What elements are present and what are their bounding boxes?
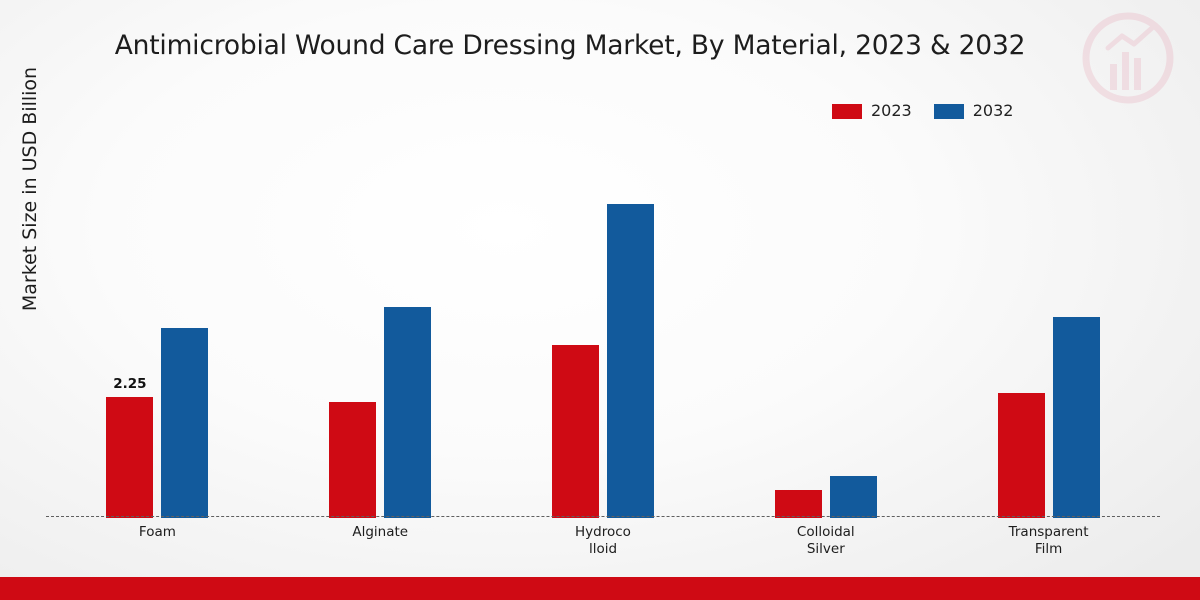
plot-area: 2.25 <box>46 140 1160 518</box>
bar-2032[interactable] <box>1052 316 1100 518</box>
bar-2023[interactable]: 2.25 <box>106 376 154 518</box>
bar-2032[interactable] <box>606 203 654 518</box>
bar-group <box>714 140 937 518</box>
bar-group <box>269 140 492 518</box>
x-tick-label: Hydroco lloid <box>575 524 631 557</box>
x-axis-baseline <box>46 516 1160 517</box>
bar-2032[interactable] <box>161 328 209 518</box>
x-tick-label: Alginate <box>352 524 409 540</box>
bar-2023[interactable] <box>774 489 822 518</box>
footer-accent-bar <box>0 577 1200 600</box>
x-tick-label: Colloidal Silver <box>796 524 855 557</box>
bar-group <box>937 140 1160 518</box>
x-tick-label: Foam <box>138 524 176 540</box>
bar-2023[interactable] <box>997 393 1045 518</box>
legend-swatch-2023 <box>832 103 862 119</box>
bar-2023[interactable] <box>329 402 377 518</box>
bar-group <box>492 140 715 518</box>
watermark-logo-icon <box>1072 8 1184 120</box>
x-tick-label: Transparent Film <box>1008 524 1089 557</box>
y-axis-title: Market Size in USD Billion <box>19 66 41 312</box>
bar-group: 2.25 <box>46 140 269 518</box>
bar-2032[interactable] <box>829 476 877 518</box>
bar-2032[interactable] <box>384 307 432 518</box>
chart-title: Antimicrobial Wound Care Dressing Market… <box>114 30 1026 61</box>
legend-label-2032: 2032 <box>972 101 1014 120</box>
x-axis-tick-labels: Foam Alginate Hydroco lloid Colloidal Silver T… <box>46 524 1160 584</box>
legend-item-2032[interactable]: 2032 <box>933 101 1014 120</box>
legend-item-2023[interactable]: 2023 <box>832 103 912 119</box>
legend-swatch-2032 <box>933 103 964 119</box>
legend-label-2023: 2023 <box>871 101 912 120</box>
bar-value-label: 2.25 <box>113 375 147 392</box>
chart-legend: 2023 2032 <box>832 103 1013 119</box>
bar-2023[interactable] <box>551 344 599 518</box>
